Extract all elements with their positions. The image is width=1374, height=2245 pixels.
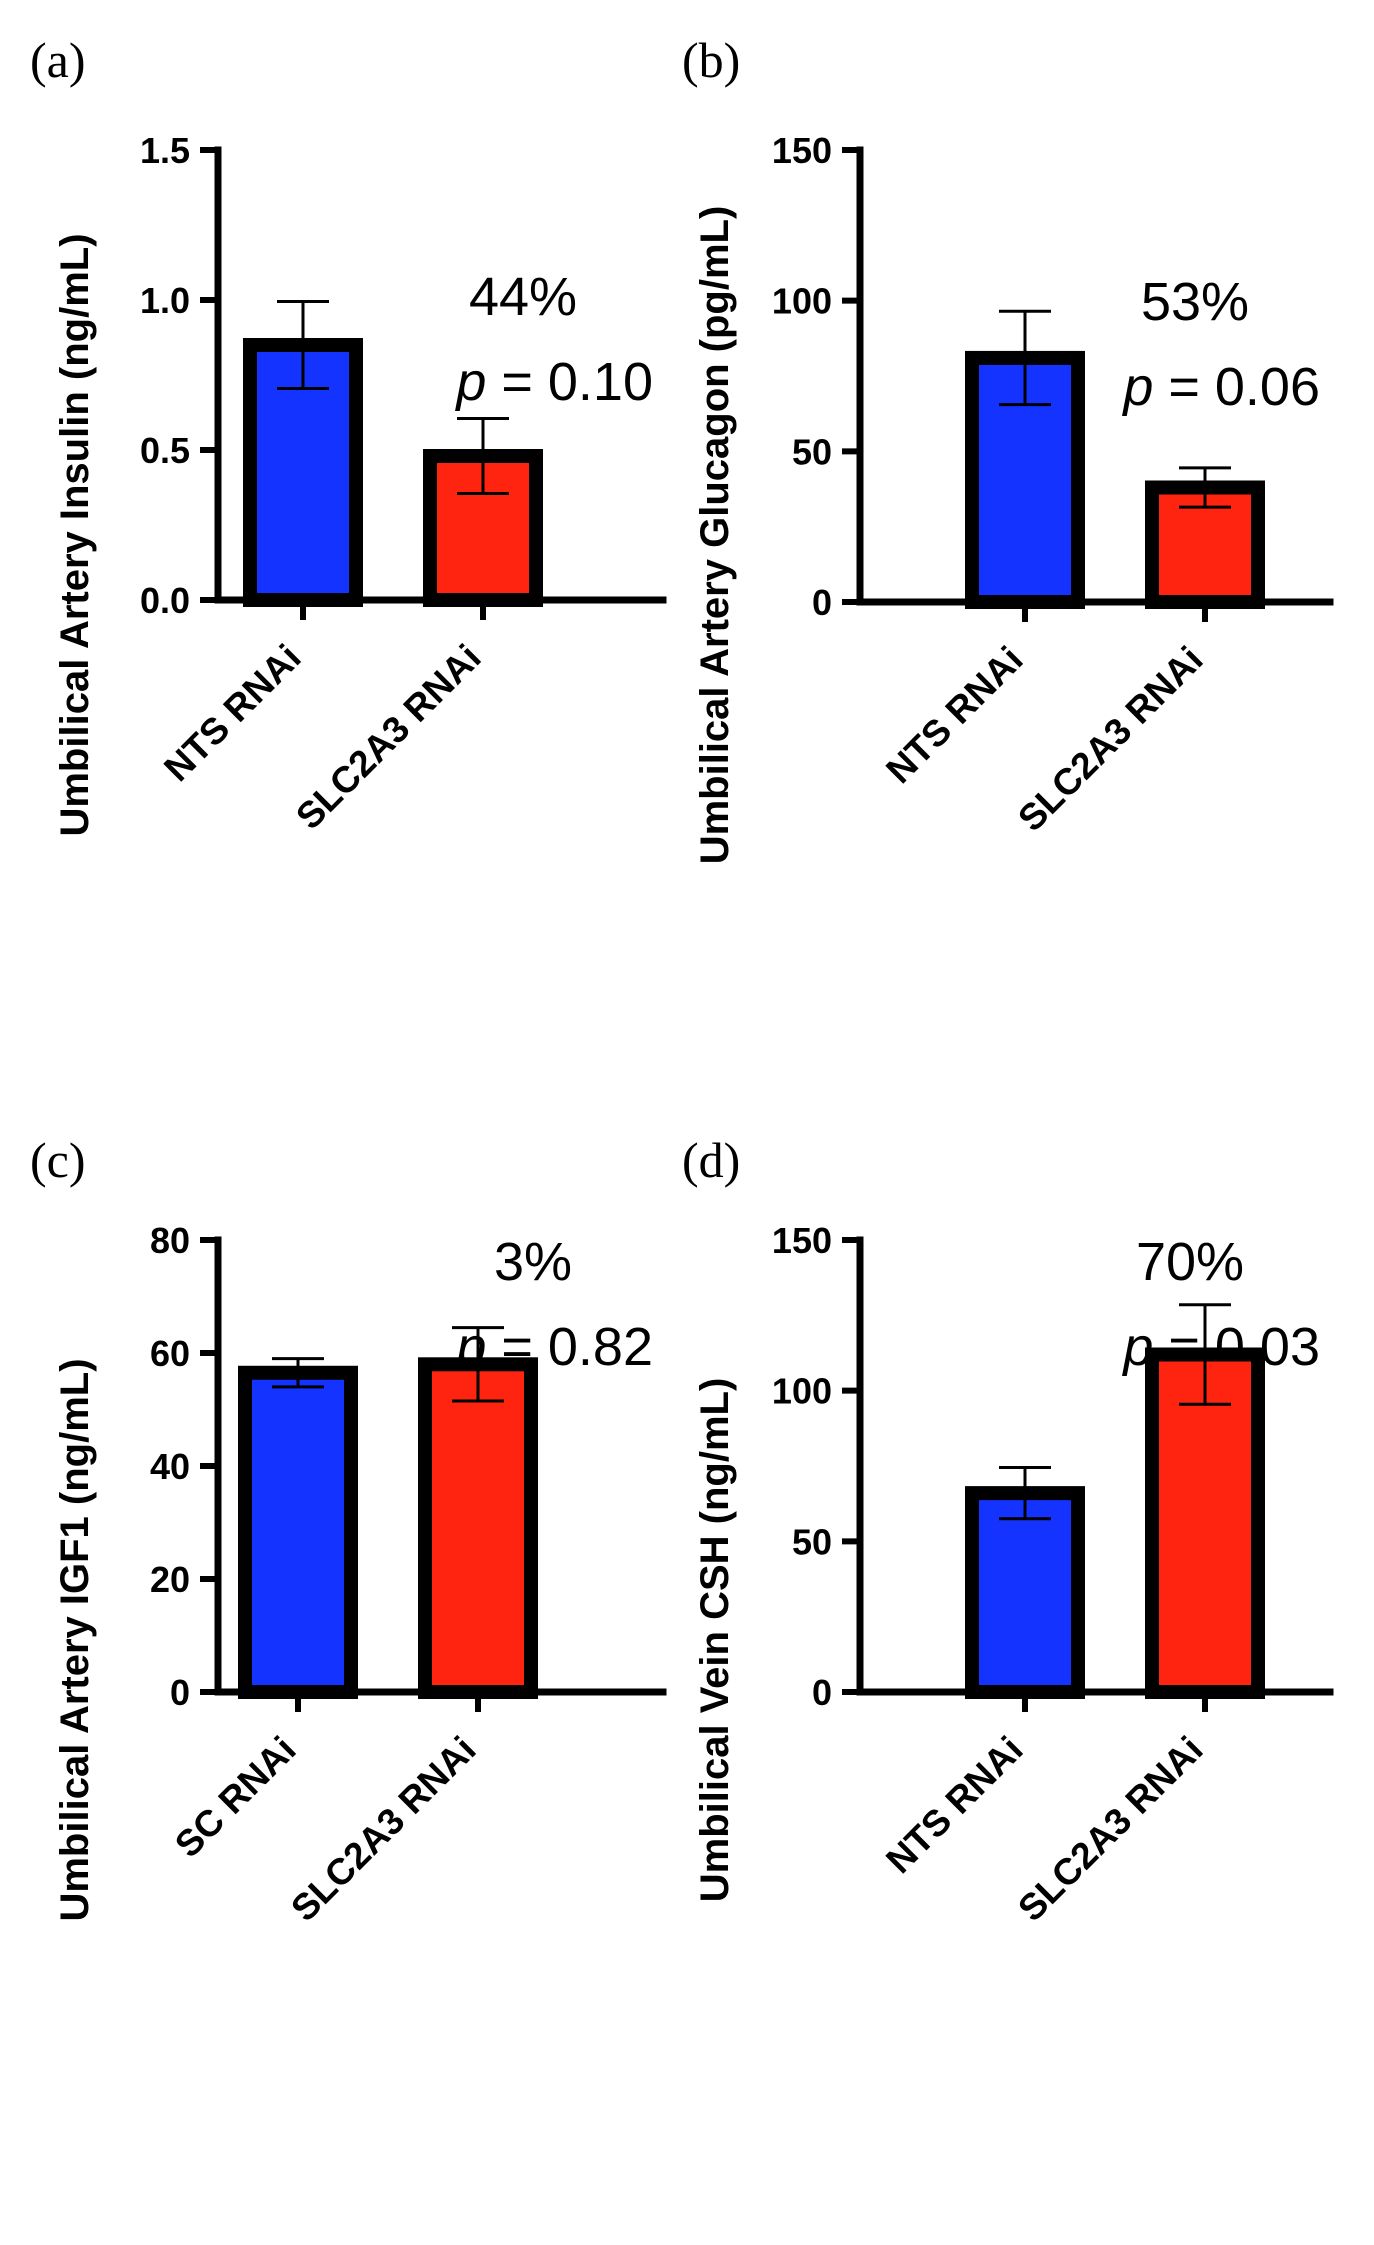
y-tick-label: 0 [812,1672,832,1713]
y-tick-label: 50 [792,431,832,472]
y-tick-label: 1.5 [140,130,190,171]
chart-a-svg: (a) Umbilical Artery Insulin (ng/mL) 44%… [30,32,667,838]
panel-label: (d) [682,1132,740,1188]
bar-slc2a3 [418,1357,538,1700]
chart-panel-c: (c) Umbilical Artery IGF1 (ng/mL) 3% p =… [8,1120,688,2230]
x-category-label: NTS RNAi [156,637,309,790]
bar-control [965,1486,1085,1699]
p-value: = 0.06 [1153,357,1320,417]
y-tick-label: 0 [170,1672,190,1713]
y-axis-label: Umbilical Vein CSH (ng/mL) [693,1378,737,1903]
x-category-label: SLC2A3 RNAi [288,637,489,838]
panel-label: (c) [30,1132,86,1188]
y-tick-label: 0.0 [140,580,190,621]
y-tick-label: 60 [150,1333,190,1374]
panel-label: (b) [682,32,740,88]
chart-panel-b: (b) Umbilical Artery Glucagon (pg/mL) 53… [680,10,1360,1120]
chart-d-svg: (d) Umbilical Vein CSH (ng/mL) 70% p = 0… [682,1132,1334,1930]
y-tick-label: 50 [792,1521,832,1562]
y-tick-label: 100 [772,281,832,322]
annotation-p-value: p = 0.06 [1121,357,1320,417]
bar-control [238,1365,358,1699]
x-category-label: NTS RNAi [878,1729,1031,1882]
x-category-label: SLC2A3 RNAi [283,1729,484,1930]
y-axis-label: Umbilical Artery Glucagon (pg/mL) [693,206,737,865]
p-symbol: p [1121,357,1153,417]
y-axis-label: Umbilical Artery Insulin (ng/mL) [53,233,97,836]
y-tick-label: 20 [150,1559,190,1600]
panel-label: (a) [30,32,86,88]
y-axis-label: Umbilical Artery IGF1 (ng/mL) [53,1358,97,1921]
y-tick-label: 0 [812,582,832,623]
y-tick-label: 1.0 [140,280,190,321]
chart-panel-a: (a) Umbilical Artery Insulin (ng/mL) 44%… [8,10,688,1120]
annotation-p-value: p = 0.10 [454,352,653,412]
annotation-percent: 3% [494,1232,572,1292]
p-value: = 0.10 [486,352,653,412]
annotation-percent: 53% [1141,272,1249,332]
y-tick-label: 150 [772,130,832,171]
y-tick-label: 80 [150,1220,190,1261]
annotation-percent: 44% [469,267,577,327]
y-tick-label: 40 [150,1446,190,1487]
x-category-label: SLC2A3 RNAi [1010,1729,1211,1930]
y-tick-label: 100 [772,1371,832,1412]
p-symbol: p [454,352,486,412]
chart-b-svg: (b) Umbilical Artery Glucagon (pg/mL) 53… [682,32,1334,865]
x-category-label: SLC2A3 RNAi [1010,639,1211,840]
y-tick-label: 0.5 [140,430,190,471]
chart-c-svg: (c) Umbilical Artery IGF1 (ng/mL) 3% p =… [30,1132,667,1930]
y-tick-label: 150 [772,1220,832,1261]
annotation-percent: 70% [1136,1232,1244,1292]
x-category-label: NTS RNAi [878,639,1031,792]
x-category-label: SC RNAi [167,1729,304,1866]
chart-panel-d: (d) Umbilical Vein CSH (ng/mL) 70% p = 0… [680,1120,1360,2230]
